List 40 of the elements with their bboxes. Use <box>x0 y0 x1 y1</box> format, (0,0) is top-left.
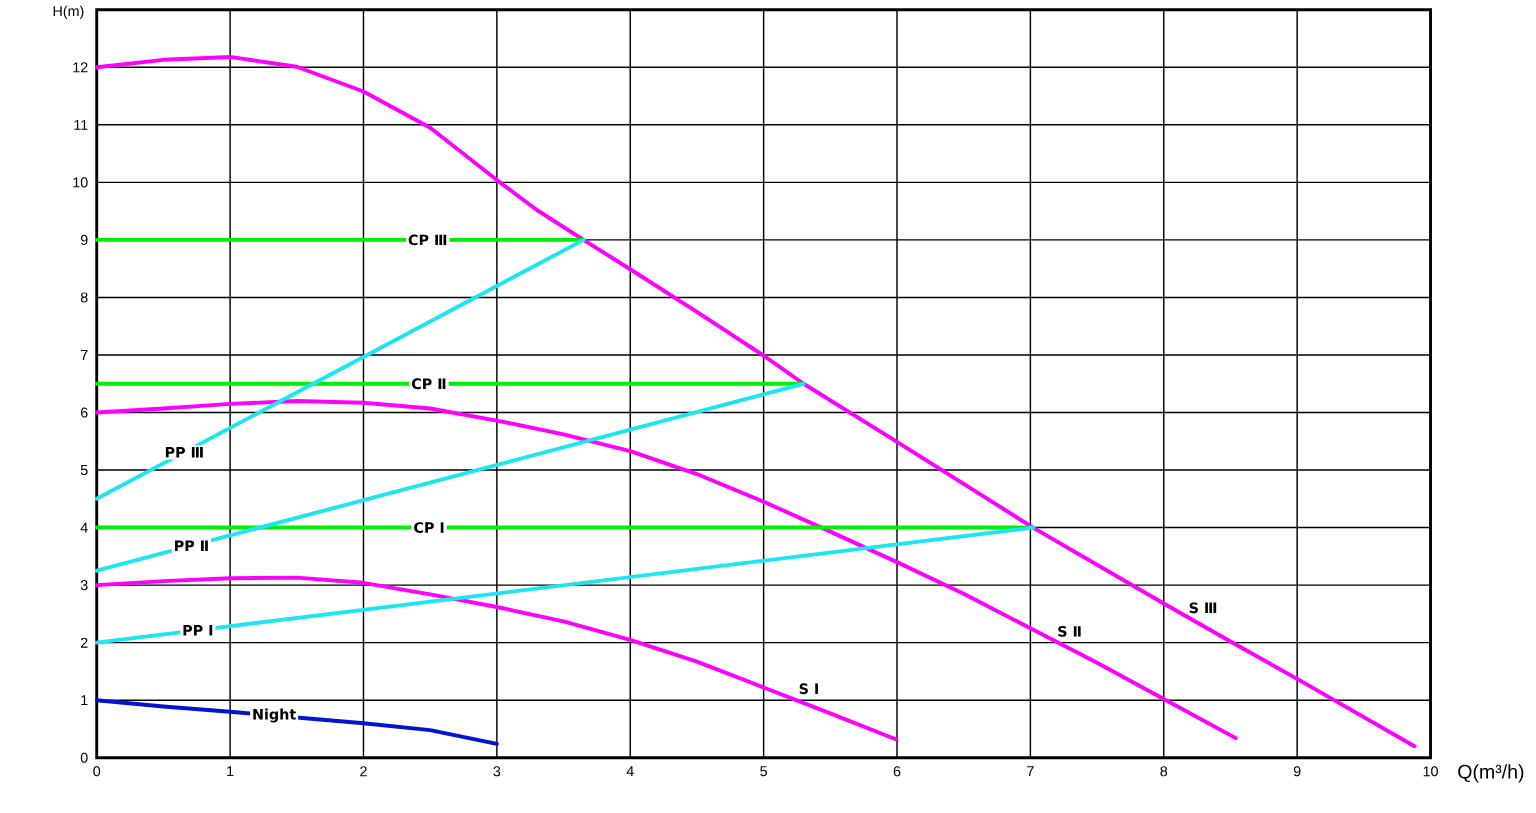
series-label: PP Ⅰ <box>183 624 213 636</box>
line-series <box>94 398 1238 740</box>
line-series <box>94 698 499 746</box>
series-label: S Ⅲ <box>1189 602 1217 614</box>
x-tick-label: 10 <box>1423 766 1438 777</box>
x-tick-label: 0 <box>93 766 101 777</box>
x-tick-label: 2 <box>360 766 367 777</box>
x-tick-label: 8 <box>1160 766 1168 777</box>
line-series <box>94 575 898 742</box>
y-tick-label: 5 <box>80 464 88 475</box>
series-label: PP Ⅱ <box>175 540 208 551</box>
y-tick-label: 0 <box>80 752 88 763</box>
x-tick-label: 6 <box>893 766 901 777</box>
y-tick-label: 7 <box>80 349 88 360</box>
y-tick-label: 4 <box>80 522 88 533</box>
y-tick-label: 12 <box>73 62 88 73</box>
y-tick-label: 9 <box>80 234 88 245</box>
series-label: S Ⅱ <box>1058 625 1081 637</box>
x-axis-title: Q(m³/h) <box>1458 764 1524 783</box>
series-label: CP Ⅰ <box>414 521 444 533</box>
x-tick-label: 5 <box>760 766 767 777</box>
series-label: PP Ⅲ <box>165 446 203 458</box>
y-axis-title: H(m) <box>53 5 84 19</box>
y-tick-label: 8 <box>80 292 88 303</box>
y-tick-label: 1 <box>81 695 88 705</box>
series-label: CP Ⅲ <box>408 234 447 246</box>
x-tick-label: 9 <box>1293 766 1301 777</box>
series-label: Night <box>253 708 296 723</box>
series-label: S Ⅰ <box>799 683 818 694</box>
y-tick-label: 11 <box>74 119 88 130</box>
x-tick-label: 1 <box>227 766 234 776</box>
x-tick-label: 4 <box>626 766 634 776</box>
x-tick-label: 7 <box>1027 766 1034 776</box>
y-tick-label: 6 <box>80 407 88 418</box>
line-series <box>94 54 1417 748</box>
x-tick-label: 3 <box>493 766 501 777</box>
y-tick-label: 2 <box>80 637 88 648</box>
y-tick-label: 3 <box>80 579 88 590</box>
y-tick-label: 10 <box>73 177 88 188</box>
series-label: CP Ⅱ <box>411 378 446 389</box>
